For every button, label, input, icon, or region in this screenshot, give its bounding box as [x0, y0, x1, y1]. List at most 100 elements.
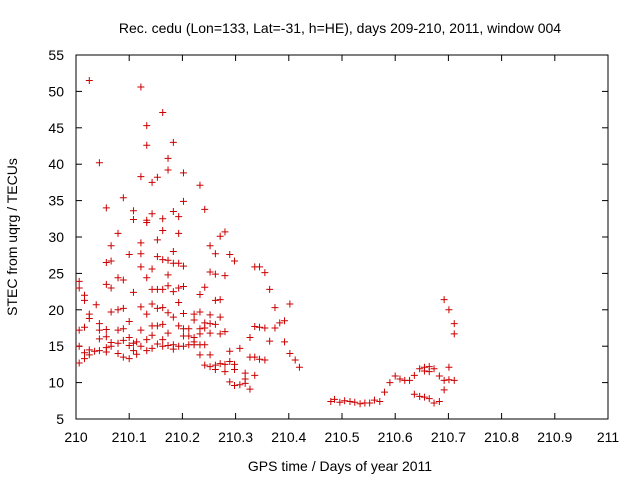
- data-point: [95, 320, 103, 328]
- data-point: [129, 288, 137, 296]
- data-point: [119, 304, 127, 312]
- data-point: [114, 229, 122, 237]
- data-point: [143, 122, 151, 130]
- data-point: [179, 342, 187, 350]
- data-point: [114, 306, 122, 314]
- x-tick-label: 210.6: [378, 429, 413, 445]
- data-point: [159, 109, 167, 117]
- data-point: [119, 353, 127, 361]
- data-point: [410, 371, 418, 379]
- data-point: [251, 371, 259, 379]
- data-point: [216, 313, 224, 321]
- data-point: [153, 340, 161, 348]
- x-tick-label: 210.1: [112, 429, 147, 445]
- data-point: [445, 363, 453, 371]
- data-point: [102, 258, 110, 266]
- data-point: [201, 283, 209, 291]
- data-point: [410, 390, 418, 398]
- data-point: [216, 296, 224, 304]
- data-point: [420, 393, 428, 401]
- data-point: [221, 328, 229, 336]
- data-point: [114, 339, 122, 347]
- data-point: [281, 338, 289, 346]
- x-tick-labels: 210 210.1 210.2 210.3 210.4 210.5 210.6 210.7 21…: [64, 429, 619, 445]
- data-point: [386, 379, 394, 387]
- data-point: [271, 304, 279, 312]
- data-point: [435, 372, 443, 380]
- data-point: [381, 388, 389, 396]
- x-tick-label: 210.9: [537, 429, 572, 445]
- data-point: [81, 355, 89, 363]
- data-point: [81, 323, 89, 331]
- data-point: [420, 367, 428, 375]
- data-point: [261, 356, 269, 364]
- data-point: [119, 336, 127, 344]
- data-point: [175, 229, 183, 237]
- data-point: [266, 337, 274, 345]
- data-point: [231, 365, 239, 373]
- y-tick-label: 50: [48, 83, 64, 99]
- data-point: [206, 329, 214, 337]
- data-point: [114, 326, 122, 334]
- data-point: [226, 378, 234, 386]
- data-point: [185, 332, 193, 340]
- data-point: [148, 178, 156, 186]
- data-point: [406, 376, 414, 384]
- data-point: [164, 282, 172, 290]
- data-point: [133, 350, 141, 358]
- data-point: [129, 347, 137, 355]
- data-point: [216, 330, 224, 338]
- data-point: [159, 285, 167, 293]
- data-point: [261, 324, 269, 332]
- data-point: [107, 242, 115, 250]
- data-point: [179, 169, 187, 177]
- data-point: [143, 310, 151, 318]
- axis-ticks: [75, 54, 609, 420]
- data-point: [291, 356, 299, 364]
- data-point: [356, 400, 364, 408]
- data-point: [211, 250, 219, 258]
- data-point: [164, 309, 172, 317]
- data-point: [366, 399, 374, 407]
- data-point: [143, 336, 151, 344]
- data-point: [85, 76, 93, 84]
- data-point: [201, 324, 209, 332]
- data-point: [148, 210, 156, 218]
- data-point: [159, 336, 167, 344]
- x-tick-label: 211: [597, 429, 620, 445]
- data-point: [143, 347, 151, 355]
- plot-frame: [75, 54, 609, 420]
- x-tick-label: 210.4: [271, 429, 306, 445]
- data-point: [266, 285, 274, 293]
- data-point: [435, 398, 443, 406]
- data-point: [251, 323, 259, 331]
- data-point: [148, 265, 156, 273]
- data-point: [425, 395, 433, 403]
- data-point: [137, 173, 145, 181]
- data-point: [370, 396, 378, 404]
- data-point: [85, 315, 93, 323]
- data-point: [95, 159, 103, 167]
- data-point: [206, 311, 214, 319]
- data-point: [164, 166, 172, 174]
- data-point: [137, 303, 145, 311]
- data-point: [91, 347, 99, 355]
- data-point: [221, 228, 229, 236]
- data-point: [196, 291, 204, 299]
- data-point: [196, 181, 204, 189]
- data-point: [137, 263, 145, 271]
- y-tick-label: 30: [48, 229, 64, 245]
- data-point: [143, 141, 151, 149]
- data-point: [416, 365, 424, 373]
- data-point: [159, 304, 167, 312]
- data-point: [102, 325, 110, 333]
- data-point: [346, 398, 354, 406]
- data-point: [137, 326, 145, 334]
- data-point: [153, 173, 161, 181]
- data-point: [129, 207, 137, 215]
- data-point: [95, 335, 103, 343]
- data-point: [107, 284, 115, 292]
- data-point: [336, 398, 344, 406]
- data-point: [85, 351, 93, 359]
